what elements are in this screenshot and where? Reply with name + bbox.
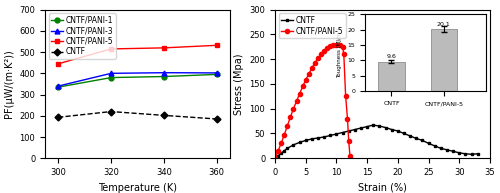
CNTF/PANI-3 (161, 72, 167, 74)
CNTF/PANI-5 (328, 45, 334, 47)
CNTF (108, 110, 114, 113)
CNTF/PANI-5 (275, 150, 281, 152)
Line: CNTF: CNTF (274, 124, 479, 160)
CNTF/PANI-5 (347, 155, 353, 157)
CNTF/PANI-5 (344, 118, 350, 120)
CNTF (382, 126, 388, 129)
CNTF (275, 155, 281, 157)
CNTF (328, 134, 334, 137)
CNTF (407, 135, 413, 137)
CNTF (376, 125, 382, 127)
CNTF/PANI-5 (340, 46, 345, 48)
CNTF (278, 152, 284, 154)
CNTF/PANI-5 (341, 53, 347, 55)
CNTF (468, 153, 474, 155)
CNTF/PANI-5 (296, 93, 302, 95)
CNTF (296, 141, 302, 144)
CNTF (290, 144, 296, 146)
CNTF/PANI-5 (288, 116, 294, 118)
CNTF/PANI-1 (214, 73, 220, 75)
Legend: CNTF, CNTF/PANI-5: CNTF, CNTF/PANI-5 (279, 14, 345, 38)
CNTF (388, 128, 394, 131)
CNTF/PANI-5 (309, 67, 315, 69)
CNTF/PANI-1 (55, 86, 61, 88)
Y-axis label: Stress (Mpa): Stress (Mpa) (234, 53, 244, 115)
CNTF (444, 149, 450, 151)
CNTF/PANI-5 (278, 142, 284, 145)
CNTF/PANI-5 (306, 73, 312, 75)
CNTF/PANI-5 (300, 85, 306, 88)
CNTF/PANI-1 (161, 75, 167, 78)
CNTF (352, 128, 358, 131)
Line: CNTF: CNTF (56, 109, 219, 121)
CNTF/PANI-5 (312, 62, 318, 64)
CNTF/PANI-5 (321, 50, 327, 52)
CNTF/PANI-5 (55, 63, 61, 65)
CNTF (302, 139, 308, 142)
CNTF (334, 133, 340, 135)
CNTF/PANI-5 (346, 140, 352, 142)
CNTF (321, 136, 327, 138)
CNTF/PANI-5 (318, 53, 324, 55)
CNTF/PANI-3 (214, 72, 220, 74)
CNTF (401, 132, 407, 135)
Y-axis label: PF(μW/(m·K²)): PF(μW/(m·K²)) (4, 50, 14, 118)
CNTF/PANI-5 (272, 157, 278, 159)
CNTF/PANI-5 (108, 48, 114, 50)
CNTF (420, 139, 426, 142)
CNTF/PANI-5 (290, 108, 296, 110)
CNTF/PANI-5 (302, 79, 308, 81)
CNTF/PANI-5 (336, 44, 342, 47)
CNTF (364, 125, 370, 128)
CNTF (426, 142, 432, 145)
CNTF/PANI-5 (161, 47, 167, 49)
CNTF/PANI-5 (334, 44, 340, 46)
X-axis label: Temperature (K): Temperature (K) (98, 183, 177, 193)
Line: CNTF/PANI-5: CNTF/PANI-5 (56, 43, 219, 66)
CNTF/PANI-5 (294, 100, 300, 102)
CNTF (474, 153, 480, 155)
CNTF (395, 130, 401, 132)
CNTF/PANI-3 (108, 72, 114, 74)
CNTF/PANI-5 (324, 47, 330, 49)
CNTF (456, 152, 462, 154)
X-axis label: Strain (%): Strain (%) (358, 183, 407, 193)
CNTF/PANI-5 (284, 125, 290, 127)
CNTF (272, 157, 278, 159)
CNTF (358, 127, 364, 129)
CNTF/PANI-5 (342, 95, 348, 97)
CNTF (346, 130, 352, 132)
CNTF/PANI-3 (55, 85, 61, 87)
CNTF/PANI-5 (315, 57, 321, 59)
CNTF (450, 150, 456, 152)
CNTF (161, 114, 167, 117)
CNTF/PANI-5 (214, 44, 220, 47)
CNTF (281, 150, 287, 152)
CNTF (214, 118, 220, 120)
CNTF (284, 147, 290, 150)
Line: CNTF/PANI-1: CNTF/PANI-1 (56, 72, 219, 90)
CNTF (432, 145, 438, 147)
CNTF (340, 131, 345, 134)
CNTF/PANI-5 (281, 134, 287, 136)
CNTF (315, 137, 321, 139)
CNTF (414, 137, 420, 140)
CNTF (462, 153, 468, 155)
CNTF/PANI-5 (330, 44, 336, 47)
Legend: CNTF/PANI-1, CNTF/PANI-3, CNTF/PANI-5, CNTF: CNTF/PANI-1, CNTF/PANI-3, CNTF/PANI-5, C… (49, 14, 116, 59)
CNTF (55, 116, 61, 119)
CNTF (438, 147, 444, 150)
Line: CNTF/PANI-3: CNTF/PANI-3 (56, 70, 219, 89)
CNTF/PANI-1 (108, 76, 114, 79)
CNTF (309, 138, 315, 140)
CNTF (370, 124, 376, 126)
Line: CNTF/PANI-5: CNTF/PANI-5 (273, 43, 352, 160)
